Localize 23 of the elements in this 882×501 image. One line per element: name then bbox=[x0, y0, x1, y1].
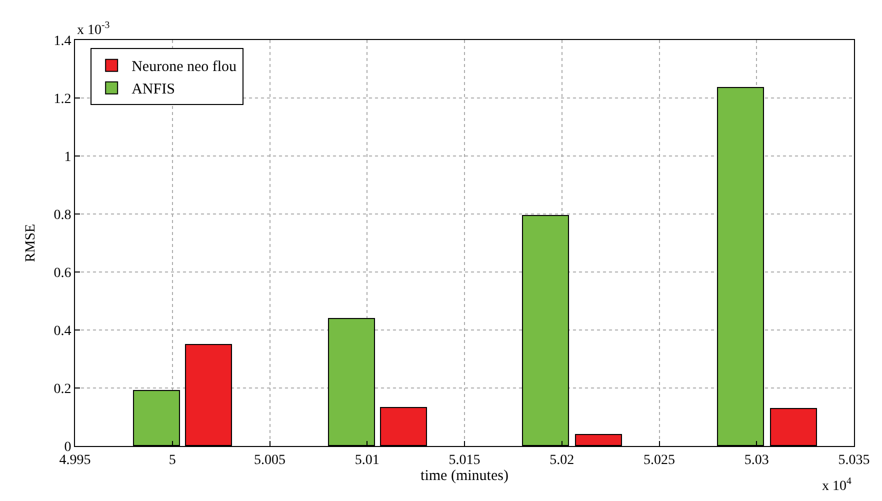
y-tick-label: 1 bbox=[64, 150, 72, 165]
text: x 10$^{-3}$ bbox=[77, 20, 110, 38]
x-tick-label: 5.025 bbox=[644, 452, 675, 468]
y-tick-label: 0.2 bbox=[54, 382, 72, 397]
x-tick-label: 5.035 bbox=[838, 452, 870, 468]
x-tick-label: 5.02 bbox=[550, 452, 574, 468]
y-axis-title: RMSE bbox=[23, 224, 38, 262]
x-tick-label: 5.03 bbox=[744, 452, 769, 468]
y-tick-label: 1.2 bbox=[54, 92, 72, 107]
y-tick-label: 0.6 bbox=[54, 266, 72, 281]
x-tick-label: 5.005 bbox=[254, 452, 286, 468]
y-tick-label: 0.8 bbox=[54, 208, 72, 223]
x-tick-label: 5.015 bbox=[448, 452, 480, 468]
text: x 10$^{4}$ bbox=[822, 476, 852, 494]
y-tick-label: 0.4 bbox=[54, 324, 72, 339]
x-axis-title: time (minutes) bbox=[420, 468, 508, 484]
y-tick-label: 1.4 bbox=[54, 34, 72, 49]
y-tick-label: 0 bbox=[64, 440, 72, 455]
x-tick-label: 4.995 bbox=[59, 452, 91, 468]
legend-label: Neurone neo flou bbox=[132, 59, 238, 76]
x-tick-label: 5.01 bbox=[354, 452, 380, 468]
x-tick-label: 5 bbox=[168, 452, 176, 468]
legend-label: ANFIS bbox=[132, 82, 175, 98]
